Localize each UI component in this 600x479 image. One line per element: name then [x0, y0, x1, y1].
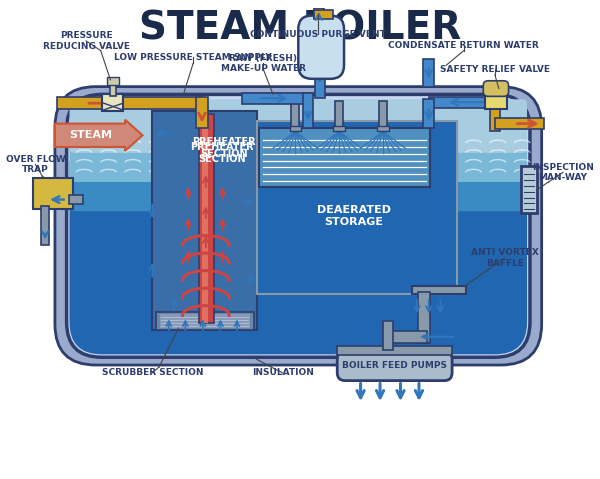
- Bar: [199, 114, 214, 323]
- Bar: [335, 101, 343, 128]
- Bar: [110, 83, 116, 96]
- Bar: [388, 331, 427, 342]
- Text: DEAERATED
STORAGE: DEAERATED STORAGE: [317, 205, 391, 227]
- FancyBboxPatch shape: [70, 99, 527, 153]
- Text: INSPECTION
MAN-WAY: INSPECTION MAN-WAY: [532, 162, 594, 182]
- FancyBboxPatch shape: [70, 164, 527, 354]
- Text: INSULATION: INSULATION: [252, 368, 314, 377]
- FancyBboxPatch shape: [483, 81, 509, 96]
- Bar: [202, 114, 208, 323]
- Text: STEAM: STEAM: [70, 130, 112, 140]
- Bar: [377, 125, 389, 131]
- Text: STEAM BOILER: STEAM BOILER: [139, 9, 461, 47]
- Text: BOILER FEED PUMPS: BOILER FEED PUMPS: [342, 361, 447, 369]
- Text: PRESSURE
REDUCING VALVE: PRESSURE REDUCING VALVE: [43, 31, 130, 51]
- Bar: [383, 321, 393, 351]
- Bar: [107, 77, 119, 85]
- FancyBboxPatch shape: [67, 94, 530, 357]
- FancyBboxPatch shape: [70, 133, 527, 182]
- Text: ANTI VORTEX
BAFFLE: ANTI VORTEX BAFFLE: [471, 248, 539, 268]
- FancyArrow shape: [55, 120, 143, 151]
- FancyBboxPatch shape: [337, 352, 452, 381]
- Bar: [314, 8, 323, 18]
- Bar: [152, 111, 257, 330]
- Bar: [259, 128, 430, 187]
- Bar: [101, 94, 123, 111]
- Bar: [418, 292, 430, 342]
- Bar: [302, 93, 313, 128]
- Bar: [485, 91, 506, 109]
- Bar: [160, 314, 250, 328]
- Text: CONDENSATE RETURN WATER: CONDENSATE RETURN WATER: [388, 41, 539, 50]
- Bar: [424, 59, 434, 87]
- Bar: [490, 94, 500, 131]
- Bar: [334, 125, 345, 131]
- Bar: [292, 101, 299, 128]
- Text: PREHEATER
SECTION: PREHEATER SECTION: [193, 137, 256, 159]
- Text: OVER FLOW
TRAP: OVER FLOW TRAP: [5, 155, 65, 174]
- Text: SAFETY RELIEF VALVE: SAFETY RELIEF VALVE: [440, 65, 550, 74]
- Bar: [290, 125, 301, 131]
- Text: RAW (FRESH)
MAKE-UP WATER: RAW (FRESH) MAKE-UP WATER: [221, 54, 306, 73]
- Bar: [41, 206, 49, 245]
- FancyBboxPatch shape: [298, 15, 344, 79]
- Bar: [424, 99, 434, 128]
- Bar: [257, 121, 457, 294]
- Bar: [521, 166, 537, 213]
- Bar: [156, 312, 254, 330]
- Bar: [242, 93, 312, 103]
- Bar: [196, 97, 208, 128]
- Bar: [429, 97, 502, 108]
- Bar: [379, 101, 387, 128]
- Bar: [412, 286, 466, 294]
- Text: CONTINUOUS PURGE VENT: CONTINUOUS PURGE VENT: [250, 30, 386, 38]
- Bar: [337, 345, 452, 355]
- FancyBboxPatch shape: [70, 158, 527, 211]
- Bar: [314, 10, 334, 20]
- Bar: [57, 97, 203, 110]
- Bar: [68, 194, 83, 205]
- Bar: [495, 118, 544, 129]
- FancyBboxPatch shape: [55, 87, 542, 365]
- Bar: [315, 55, 325, 98]
- Bar: [32, 178, 73, 209]
- Text: SCRUBBER SECTION: SCRUBBER SECTION: [101, 368, 203, 377]
- Text: LOW PRESSURE STEAM SUPPLY: LOW PRESSURE STEAM SUPPLY: [114, 53, 272, 62]
- Text: PREHEATER
SECTION: PREHEATER SECTION: [191, 142, 254, 164]
